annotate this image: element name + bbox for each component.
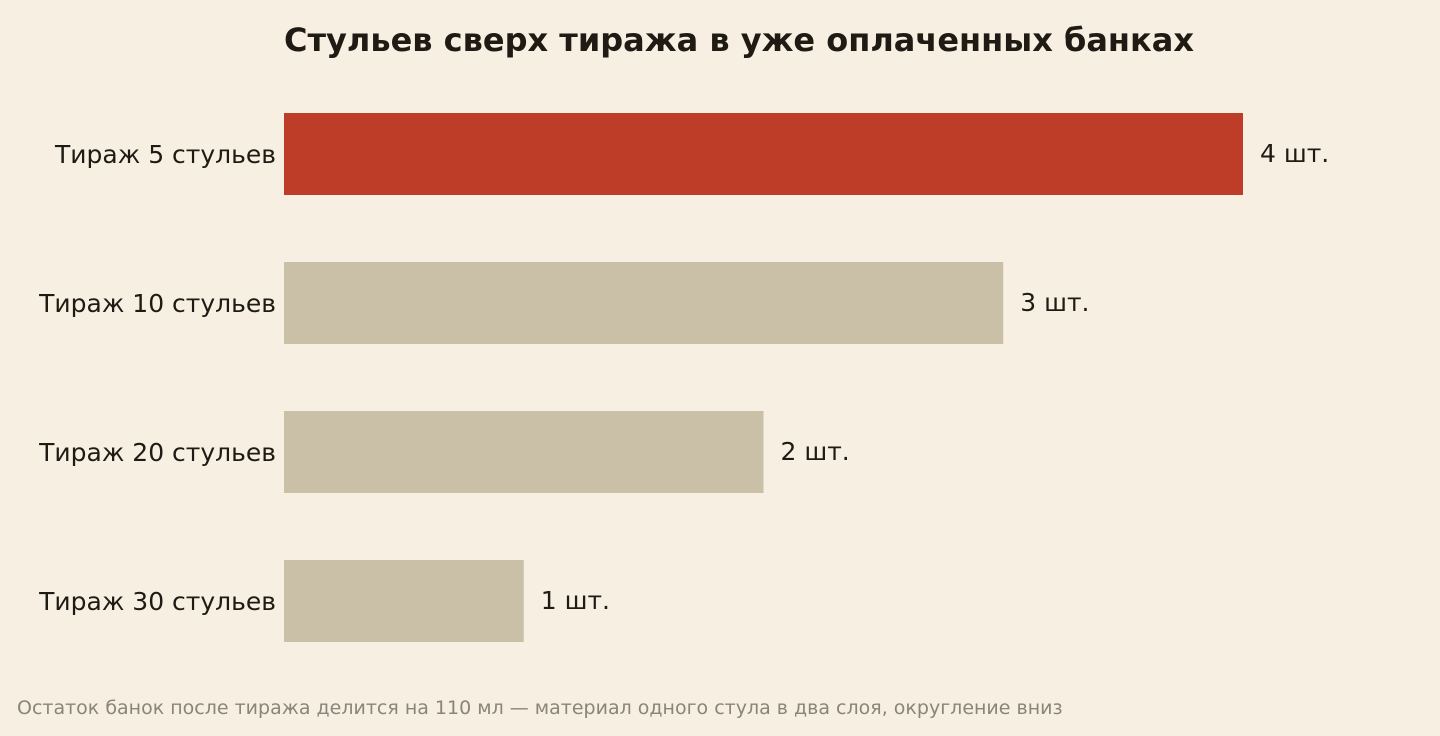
chart-footnote: Остаток банок после тиража делится на 11…: [17, 697, 1063, 719]
value-label-2: 3 шт.: [1020, 288, 1089, 317]
value-labels: 4 шт. 3 шт. 2 шт. 1 шт.: [541, 139, 1330, 615]
bar-2: [284, 262, 1004, 344]
category-label-4: Тираж 30 стульев: [38, 587, 276, 616]
value-label-3: 2 шт.: [781, 437, 850, 466]
chart-title: Стульев сверх тиража в уже оплаченных ба…: [284, 21, 1194, 59]
bar-1: [284, 113, 1243, 195]
bars-layer: [284, 113, 1243, 642]
bar-3: [284, 411, 764, 493]
category-label-2: Тираж 10 стульев: [38, 289, 276, 318]
bar-4: [284, 560, 524, 642]
value-label-4: 1 шт.: [541, 586, 610, 615]
category-label-3: Тираж 20 стульев: [38, 438, 276, 467]
category-label-1: Тираж 5 стульев: [54, 140, 276, 169]
category-labels: Тираж 5 стульев Тираж 10 стульев Тираж 20 …: [38, 140, 276, 616]
value-label-1: 4 шт.: [1260, 139, 1329, 168]
